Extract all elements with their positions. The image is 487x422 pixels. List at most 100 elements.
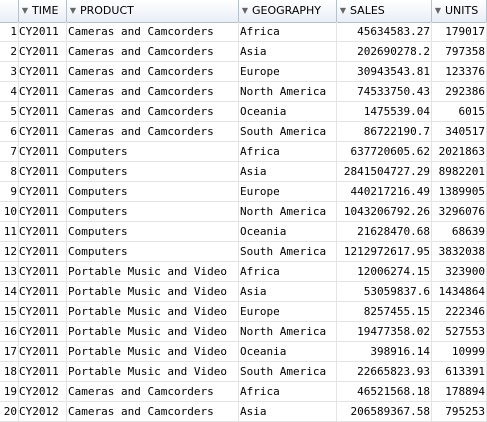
column-filter-icon[interactable]: ▼: [241, 6, 249, 15]
cell-product[interactable]: Cameras and Camcorders: [67, 382, 239, 402]
cell-geography[interactable]: Asia: [239, 162, 337, 182]
cell-geography[interactable]: Europe: [239, 62, 337, 82]
cell-geography[interactable]: North America: [239, 322, 337, 342]
cell-time[interactable]: CY2011: [19, 362, 67, 382]
cell-units[interactable]: 2021863: [432, 142, 487, 162]
cell-product[interactable]: Cameras and Camcorders: [67, 122, 239, 142]
cell-units[interactable]: 68639: [432, 222, 487, 242]
table-row[interactable]: 10 CY2011 Computers North America 1043206792…: [0, 202, 487, 222]
cell-sales[interactable]: 12006274.15: [337, 262, 432, 282]
cell-units[interactable]: 797358: [432, 42, 487, 62]
cell-product[interactable]: Cameras and Camcorders: [67, 82, 239, 102]
column-filter-icon[interactable]: ▼: [69, 6, 77, 15]
cell-units[interactable]: 613391: [432, 362, 487, 382]
table-row[interactable]: 3 CY2011 Cameras and Camcorders Europe 30943…: [0, 62, 487, 82]
cell-geography[interactable]: South America: [239, 362, 337, 382]
cell-geography[interactable]: Oceania: [239, 102, 337, 122]
cell-sales[interactable]: 1475539.04: [337, 102, 432, 122]
table-row[interactable]: 17 CY2011 Portable Music and Video Oceania 3…: [0, 342, 487, 362]
cell-sales[interactable]: 8257455.15: [337, 302, 432, 322]
cell-product[interactable]: Computers: [67, 162, 239, 182]
cell-time[interactable]: CY2011: [19, 82, 67, 102]
cell-product[interactable]: Computers: [67, 142, 239, 162]
column-header-units[interactable]: ▼ UNITS: [432, 0, 487, 22]
table-row[interactable]: 9 CY2011 Computers Europe 440217216.49 138990…: [0, 182, 487, 202]
cell-geography[interactable]: South America: [239, 242, 337, 262]
column-header-time[interactable]: ▼ TIME: [19, 0, 67, 22]
table-row[interactable]: 13 CY2011 Portable Music and Video Africa 12…: [0, 262, 487, 282]
cell-geography[interactable]: Europe: [239, 302, 337, 322]
cell-sales[interactable]: 30943543.81: [337, 62, 432, 82]
cell-product[interactable]: Portable Music and Video: [67, 302, 239, 322]
table-row[interactable]: 19 CY2012 Cameras and Camcorders Africa 4652…: [0, 382, 487, 402]
table-row[interactable]: 7 CY2011 Computers Africa 637720605.62 202186…: [0, 142, 487, 162]
cell-product[interactable]: Portable Music and Video: [67, 282, 239, 302]
cell-sales[interactable]: 398916.14: [337, 342, 432, 362]
cell-product[interactable]: Portable Music and Video: [67, 362, 239, 382]
cell-product[interactable]: Computers: [67, 202, 239, 222]
cell-sales[interactable]: 46521568.18: [337, 382, 432, 402]
cell-units[interactable]: 8982201: [432, 162, 487, 182]
cell-units[interactable]: 10999: [432, 342, 487, 362]
cell-product[interactable]: Cameras and Camcorders: [67, 102, 239, 122]
cell-geography[interactable]: Africa: [239, 382, 337, 402]
cell-units[interactable]: 323900: [432, 262, 487, 282]
column-header-product[interactable]: ▼ PRODUCT: [67, 0, 239, 22]
cell-geography[interactable]: North America: [239, 82, 337, 102]
column-filter-icon[interactable]: ▼: [434, 6, 442, 15]
cell-sales[interactable]: 21628470.68: [337, 222, 432, 242]
column-filter-icon[interactable]: ▼: [21, 6, 29, 15]
cell-product[interactable]: Cameras and Camcorders: [67, 42, 239, 62]
cell-sales[interactable]: 1043206792.26: [337, 202, 432, 222]
cell-sales[interactable]: 440217216.49: [337, 182, 432, 202]
table-row[interactable]: 11 CY2011 Computers Oceania 21628470.68 68639: [0, 222, 487, 242]
cell-time[interactable]: CY2011: [19, 222, 67, 242]
cell-units[interactable]: 1389905: [432, 182, 487, 202]
table-row[interactable]: 20 CY2012 Cameras and Camcorders Asia 206589…: [0, 402, 487, 422]
cell-time[interactable]: CY2011: [19, 102, 67, 122]
cell-units[interactable]: 179017: [432, 22, 487, 42]
cell-time[interactable]: CY2011: [19, 342, 67, 362]
cell-product[interactable]: Portable Music and Video: [67, 342, 239, 362]
cell-time[interactable]: CY2012: [19, 382, 67, 402]
column-header-geography[interactable]: ▼ GEOGRAPHY: [239, 0, 337, 22]
cell-units[interactable]: 6015: [432, 102, 487, 122]
cell-geography[interactable]: Europe: [239, 182, 337, 202]
cell-product[interactable]: Cameras and Camcorders: [67, 62, 239, 82]
cell-time[interactable]: CY2011: [19, 42, 67, 62]
cell-geography[interactable]: Africa: [239, 262, 337, 282]
table-row[interactable]: 18 CY2011 Portable Music and Video South Am…: [0, 362, 487, 382]
cell-product[interactable]: Computers: [67, 222, 239, 242]
cell-product[interactable]: Cameras and Camcorders: [67, 22, 239, 42]
cell-geography[interactable]: Africa: [239, 142, 337, 162]
cell-sales[interactable]: 45634583.27: [337, 22, 432, 42]
cell-units[interactable]: 3832038: [432, 242, 487, 262]
cell-sales[interactable]: 86722190.7: [337, 122, 432, 142]
table-row[interactable]: 6 CY2011 Cameras and Camcorders South Ameri…: [0, 122, 487, 142]
column-filter-icon[interactable]: ▼: [339, 6, 347, 15]
cell-sales[interactable]: 19477358.02: [337, 322, 432, 342]
cell-geography[interactable]: South America: [239, 122, 337, 142]
cell-sales[interactable]: 206589367.58: [337, 402, 432, 422]
cell-time[interactable]: CY2012: [19, 402, 67, 422]
cell-geography[interactable]: Asia: [239, 402, 337, 422]
cell-time[interactable]: CY2011: [19, 282, 67, 302]
cell-time[interactable]: CY2011: [19, 22, 67, 42]
table-row[interactable]: 14 CY2011 Portable Music and Video Asia 5305…: [0, 282, 487, 302]
cell-units[interactable]: 292386: [432, 82, 487, 102]
cell-product[interactable]: Portable Music and Video: [67, 322, 239, 342]
cell-product[interactable]: Computers: [67, 242, 239, 262]
cell-units[interactable]: 1434864: [432, 282, 487, 302]
cell-geography[interactable]: Oceania: [239, 342, 337, 362]
cell-product[interactable]: Computers: [67, 182, 239, 202]
cell-time[interactable]: CY2011: [19, 182, 67, 202]
table-row[interactable]: 8 CY2011 Computers Asia 2841504727.29 8982201: [0, 162, 487, 182]
cell-sales[interactable]: 637720605.62: [337, 142, 432, 162]
cell-sales[interactable]: 74533750.43: [337, 82, 432, 102]
cell-time[interactable]: CY2011: [19, 202, 67, 222]
cell-sales[interactable]: 202690278.2: [337, 42, 432, 62]
cell-product[interactable]: Cameras and Camcorders: [67, 402, 239, 422]
cell-product[interactable]: Portable Music and Video: [67, 262, 239, 282]
cell-geography[interactable]: Africa: [239, 22, 337, 42]
table-row[interactable]: 16 CY2011 Portable Music and Video North Am…: [0, 322, 487, 342]
